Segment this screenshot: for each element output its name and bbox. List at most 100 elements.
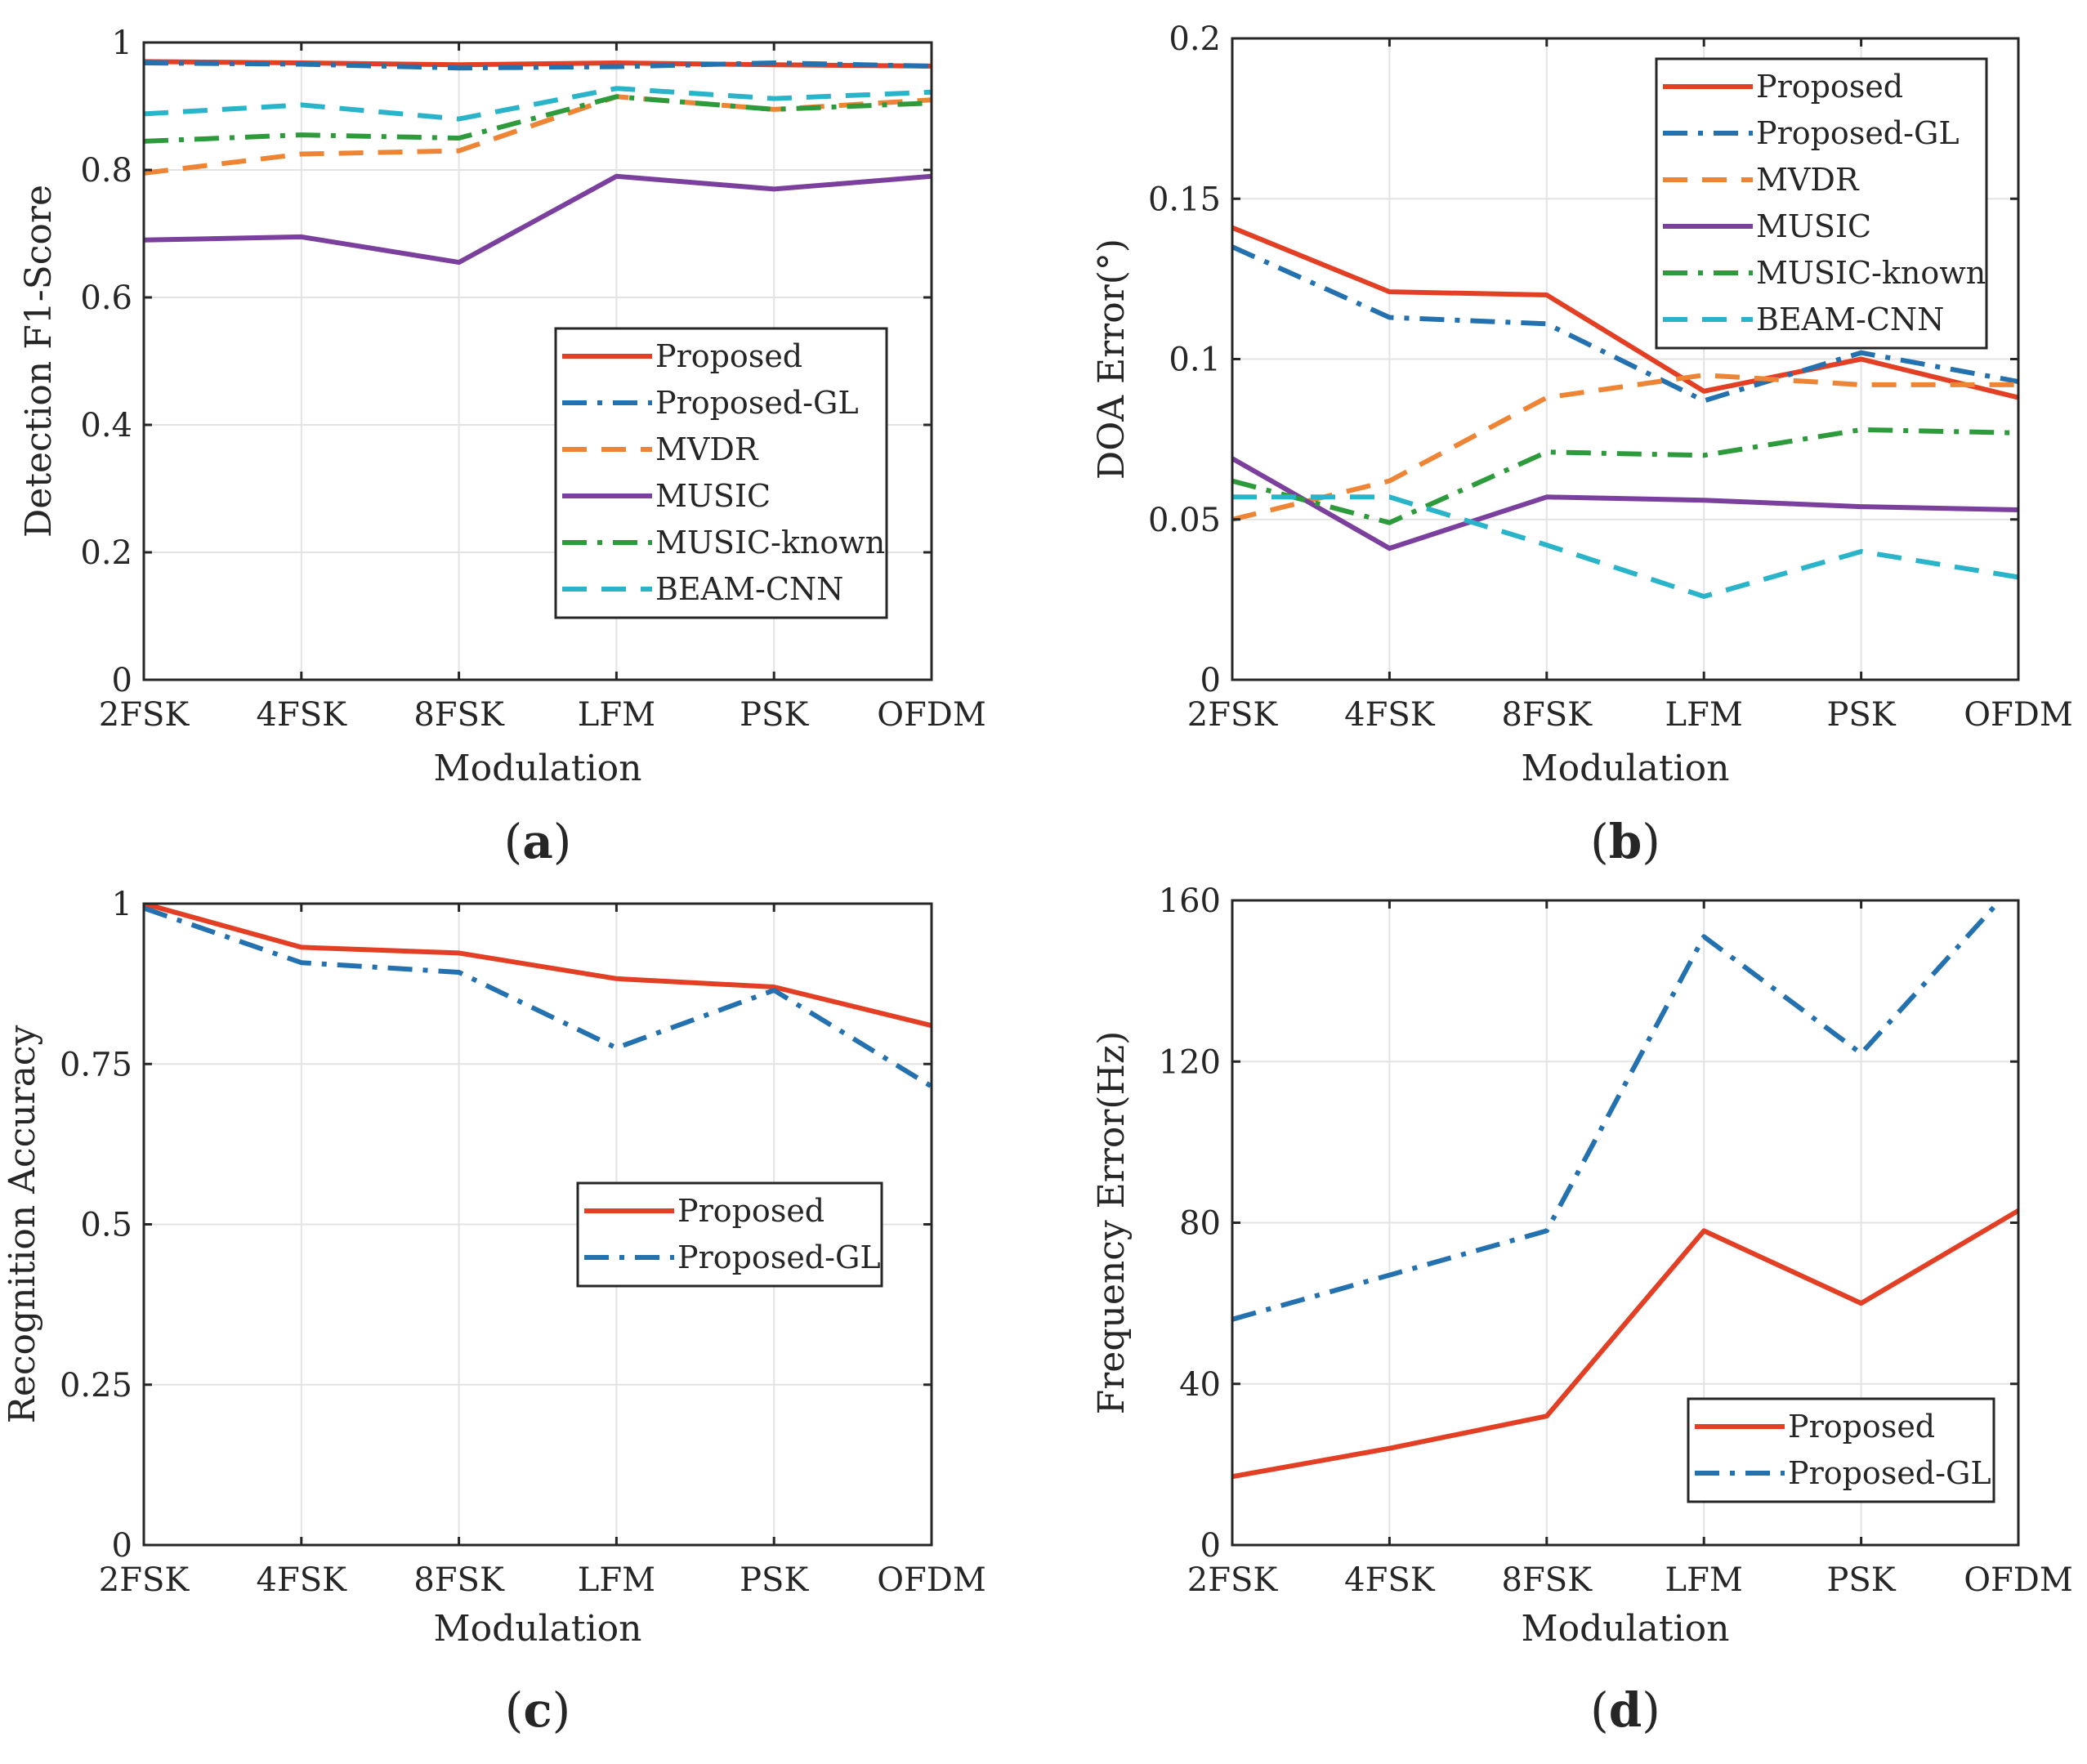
x-tick-label: LFM xyxy=(578,696,655,734)
legend-label: Proposed xyxy=(655,338,802,374)
chart-panel-c: 2FSK 4FSK 8FSK LFM PSK OFDM 0 0.25 0.5 0.75 1 Modul… xyxy=(2,886,986,1738)
legend-label: MVDR xyxy=(1756,162,1860,198)
x-tick-label: LFM xyxy=(1665,696,1743,734)
x-tick-label: OFDM xyxy=(877,1561,986,1599)
x-tick-label: 4FSK xyxy=(1344,696,1436,734)
series-line-proposed-gl xyxy=(1232,244,2018,404)
series-line-proposed xyxy=(1232,225,2018,400)
x-tick-label: 4FSK xyxy=(257,696,348,734)
legend-label: Proposed-GL xyxy=(655,385,859,421)
series-line-music xyxy=(144,173,932,266)
legend-label: Proposed-GL xyxy=(1788,1455,1991,1491)
y-tick-label: 0.5 xyxy=(80,1207,132,1244)
legend: Proposed Proposed-GL MVDR MUSIC MUSIC-known B… xyxy=(554,327,888,619)
x-tick-label: PSK xyxy=(740,1561,809,1599)
x-tick-label: 4FSK xyxy=(1344,1561,1436,1599)
legend-box xyxy=(554,327,888,619)
series-line-mvdr xyxy=(1232,373,2018,522)
y-axis-label: DOA Error(°) xyxy=(1091,239,1133,480)
legend-label: MUSIC-known xyxy=(1756,255,1986,291)
x-tick-label: LFM xyxy=(1665,1561,1743,1599)
y-axis-label: Detection F1-Score xyxy=(18,185,60,538)
legend-label: MUSIC xyxy=(655,478,771,514)
x-axis-label: Modulation xyxy=(434,1608,642,1650)
x-tick-label: 8FSK xyxy=(1502,696,1593,734)
x-tick-label: 2FSK xyxy=(99,696,190,734)
x-tick-label: 2FSK xyxy=(1187,1561,1279,1599)
x-tick-label: PSK xyxy=(1826,696,1896,734)
x-tick-label: OFDM xyxy=(877,696,986,734)
legend-label: Proposed xyxy=(677,1193,825,1229)
y-tick-label: 1 xyxy=(112,886,132,923)
legend-label: Proposed-GL xyxy=(677,1239,881,1275)
axes-box xyxy=(142,41,933,681)
x-tick-label: 8FSK xyxy=(1502,1561,1593,1599)
legend-label: MUSIC-known xyxy=(655,525,885,560)
y-tick-label: 1 xyxy=(112,25,132,62)
y-axis-label: Frequency Error(Hz) xyxy=(1091,1031,1133,1415)
x-tick-label: PSK xyxy=(740,696,809,734)
y-tick-label: 40 xyxy=(1179,1366,1221,1404)
series-line-proposed-gl xyxy=(144,905,932,1089)
series-line-music-known xyxy=(1232,426,2018,525)
series-line-beam-cnn xyxy=(1232,494,2018,599)
y-tick-label: 0.4 xyxy=(80,407,132,444)
x-axis-label: Modulation xyxy=(434,748,642,789)
series-line-proposed xyxy=(1232,1208,2018,1480)
x-axis-label: Modulation xyxy=(1522,1608,1730,1650)
series-group xyxy=(1232,225,2018,599)
x-axis-label: Modulation xyxy=(1522,748,1730,789)
chart-panel-a: 2FSK 4FSK 8FSK LFM PSK OFDM 0 0.2 0.4 0.6 0.8 1 Modu… xyxy=(18,25,986,869)
y-tick-label: 0.75 xyxy=(60,1046,132,1083)
legend-label: Proposed xyxy=(1788,1409,1935,1445)
y-tick-label: 0.05 xyxy=(1148,502,1221,539)
x-tick-label: 8FSK xyxy=(413,1561,505,1599)
legend: Proposed Proposed-GL MVDR MUSIC MUSIC-known B… xyxy=(1655,57,1988,350)
x-tick-label: 4FSK xyxy=(257,1561,348,1599)
legend: Proposed Proposed-GL xyxy=(576,1181,883,1288)
y-tick-label: 0 xyxy=(1200,1527,1221,1565)
panel-label: (b) xyxy=(1590,814,1660,869)
y-tick-label: 0.2 xyxy=(80,534,132,572)
legend-box xyxy=(576,1181,883,1288)
series-group xyxy=(1232,900,2018,1480)
series-line-proposed xyxy=(144,904,932,1029)
y-tick-label: 120 xyxy=(1159,1043,1221,1081)
y-tick-label: 0.6 xyxy=(80,279,132,317)
y-tick-label: 0 xyxy=(112,1527,132,1565)
series-line-proposed-gl xyxy=(144,60,932,71)
series-group xyxy=(144,904,932,1089)
legend-label: BEAM-CNN xyxy=(1756,301,1944,337)
y-tick-label: 0.8 xyxy=(80,152,132,190)
legend-label: BEAM-CNN xyxy=(655,571,843,607)
y-tick-label: 0 xyxy=(112,662,132,699)
y-tick-label: 0.1 xyxy=(1169,342,1221,379)
y-tick-label: 0.2 xyxy=(1169,20,1221,58)
x-tick-label: OFDM xyxy=(1964,696,2073,734)
panel-label: (c) xyxy=(505,1682,571,1738)
legend-label: MUSIC xyxy=(1756,208,1871,244)
y-tick-label: 0.25 xyxy=(60,1367,132,1405)
series-line-beam-cnn xyxy=(144,86,932,122)
legend-label: MVDR xyxy=(655,431,759,467)
panel-label: (d) xyxy=(1590,1682,1660,1738)
x-tick-label: LFM xyxy=(578,1561,655,1599)
chart-panel-d: 2FSK 4FSK 8FSK LFM PSK OFDM 0 40 80 120 160 Modulat… xyxy=(1091,882,2073,1738)
series-group xyxy=(144,59,932,266)
legend-label: Proposed-GL xyxy=(1756,115,1960,151)
legend-label: Proposed xyxy=(1756,69,1903,105)
y-tick-label: 80 xyxy=(1179,1205,1221,1243)
legend-box xyxy=(1655,57,1988,350)
x-tick-label: 2FSK xyxy=(99,1561,190,1599)
x-tick-label: 8FSK xyxy=(413,696,505,734)
series-line-proposed xyxy=(144,59,932,69)
series-line-music xyxy=(1232,456,2018,552)
series-line-music-known xyxy=(144,94,932,144)
chart-panel-b: 2FSK 4FSK 8FSK LFM PSK OFDM 0 0.05 0.1 0.15 0.2 Mod… xyxy=(1091,20,2073,869)
legend-box xyxy=(1687,1397,1995,1503)
legend: Proposed Proposed-GL xyxy=(1687,1397,1995,1503)
y-tick-label: 0.15 xyxy=(1148,181,1221,218)
panel-label: (a) xyxy=(504,814,572,869)
x-tick-label: OFDM xyxy=(1964,1561,2073,1599)
